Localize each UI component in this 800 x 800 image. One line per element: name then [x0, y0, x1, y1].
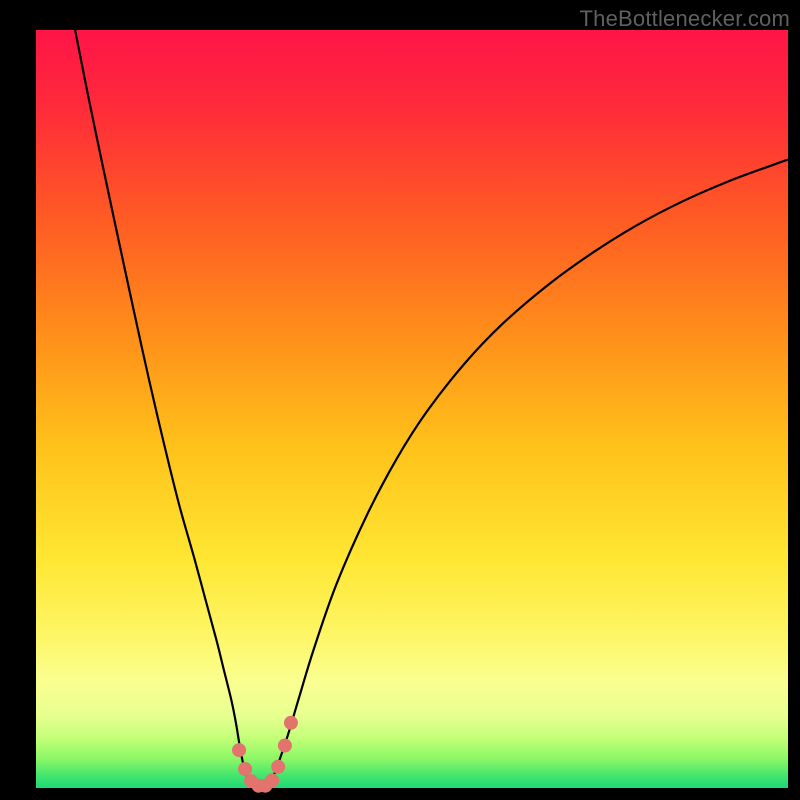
chart-plot-area	[36, 30, 788, 788]
watermark-text: TheBottlenecker.com	[580, 6, 790, 32]
